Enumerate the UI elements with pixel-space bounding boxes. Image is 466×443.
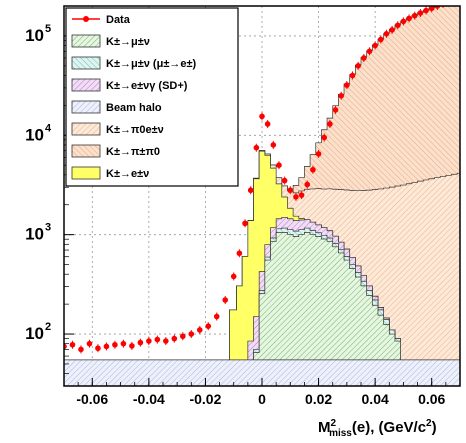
data-point [69, 341, 76, 348]
x-axis-title: M2 miss(e), (GeV/c2) [318, 418, 437, 439]
data-point [366, 48, 373, 55]
data-point [213, 313, 220, 320]
data-point [428, 6, 435, 12]
y-tick-label-exponent: 5 [45, 23, 51, 35]
data-point [310, 166, 316, 173]
data-point [196, 327, 203, 333]
data-point [103, 343, 110, 350]
data-points [64, 0, 463, 354]
data-point [180, 333, 186, 340]
legend-swatch-k2pi [71, 144, 101, 158]
legend-label-ke3: K±→π0e±ν [106, 124, 164, 136]
data-point [378, 36, 384, 43]
legend-label-kmu2e: K±→μ±ν (μ±→e±) [106, 58, 197, 70]
data-point [222, 297, 229, 303]
data-point [315, 151, 322, 157]
data-point [411, 12, 418, 19]
y-tick-label-exponent: 3 [45, 222, 51, 234]
data-point [417, 10, 424, 16]
data-point [112, 341, 118, 348]
data-point [361, 55, 367, 61]
data-point [327, 121, 333, 127]
data-point [154, 336, 161, 343]
legend-label-kmu2: K±→μ±ν [106, 36, 150, 48]
data-point [247, 187, 254, 194]
data-point [298, 192, 305, 198]
data-point [446, 0, 452, 5]
data-point [355, 63, 361, 69]
data-point [95, 345, 101, 352]
data-point [205, 323, 212, 329]
legend-swatch-halo [71, 100, 101, 114]
legend-swatch-kmu2e [71, 56, 101, 70]
data-point [457, 0, 463, 1]
legend-swatch-ke2 [71, 166, 101, 180]
data-point [86, 340, 93, 347]
data-point [78, 346, 84, 353]
legend-label-data: Data [106, 14, 131, 26]
legend-swatch-ke3 [71, 122, 101, 136]
x-tick-label: -0.04 [133, 391, 165, 407]
data-point [394, 22, 401, 29]
data-point [287, 187, 294, 194]
data-point [406, 15, 412, 22]
legend-label-ke2g: K±→e±νγ (SD+) [106, 80, 188, 92]
data-point [293, 194, 299, 200]
data-point [372, 42, 378, 49]
data-point [349, 72, 356, 79]
data-point [253, 144, 260, 151]
data-point [129, 343, 135, 349]
data-point [230, 273, 237, 280]
data-point [400, 18, 407, 25]
legend-label-k2pi: K±→π±π0 [106, 146, 160, 158]
legend-swatch-data-marker [83, 16, 89, 22]
legend-label-halo: Beam halo [106, 102, 162, 114]
data-point [423, 7, 429, 14]
data-point [171, 335, 178, 342]
legend-swatch-ke2g [71, 78, 101, 92]
data-point [389, 27, 395, 33]
data-point [270, 142, 277, 148]
legend: Data K±→μ±ν K±→μ±ν (μ±→e±) K±→e±νγ (SD+) Bea… [65, 7, 239, 187]
x-tick-label: 0 [258, 391, 266, 407]
y-tick-label: 10 [25, 324, 44, 343]
data-point [332, 107, 339, 113]
x-tick-label: -0.02 [189, 391, 221, 407]
x-tick-label: -0.06 [76, 391, 108, 407]
data-point [264, 121, 271, 127]
data-point [163, 338, 169, 344]
stacked-histograms [64, 6, 460, 386]
x-tick-label: 0.02 [305, 391, 332, 407]
data-point [383, 31, 390, 37]
legend-swatch-kmu2 [71, 34, 101, 48]
x-tick-label: 0.04 [362, 391, 389, 407]
data-point [259, 113, 265, 120]
data-point [242, 220, 248, 227]
y-tick-label-exponent: 2 [45, 321, 51, 333]
histogram-halo [64, 359, 460, 386]
x-axis-title-text: M2 miss(e), (GeV/c2) [318, 418, 437, 439]
data-point [276, 162, 282, 169]
data-point [321, 134, 328, 141]
y-tick-label: 10 [25, 125, 44, 144]
data-point [452, 0, 458, 3]
data-point [120, 340, 127, 347]
data-point [304, 181, 311, 188]
y-tick-label: 10 [25, 26, 44, 45]
data-point [344, 82, 350, 88]
data-point [236, 250, 243, 257]
y-tick-label-exponent: 4 [45, 122, 52, 134]
data-point [281, 177, 288, 184]
data-point [137, 339, 144, 346]
x-tick-label: 0.06 [418, 391, 445, 407]
legend-label-ke2: K±→e±ν [106, 168, 149, 180]
y-tick-label: 10 [25, 225, 44, 244]
data-point [188, 331, 195, 337]
data-point [146, 338, 152, 344]
data-point [338, 92, 345, 99]
